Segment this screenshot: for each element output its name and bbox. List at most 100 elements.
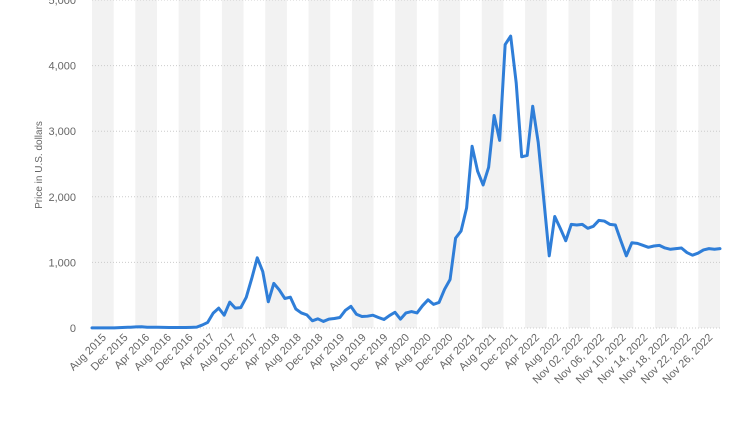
data-point xyxy=(514,81,518,84)
data-point xyxy=(399,317,402,321)
data-point xyxy=(410,310,413,313)
data-point xyxy=(702,248,705,252)
y-tick-label: 4,000 xyxy=(48,61,76,73)
data-point xyxy=(680,246,683,250)
y-tick-label: 3,000 xyxy=(48,126,76,138)
data-point xyxy=(371,314,375,317)
background-bands xyxy=(92,0,720,328)
background-band xyxy=(525,0,547,328)
data-point xyxy=(548,254,551,258)
background-band xyxy=(178,0,201,328)
data-point xyxy=(625,254,628,258)
data-point xyxy=(206,321,209,324)
background-band xyxy=(92,0,114,328)
y-tick-label: 0 xyxy=(70,323,76,335)
data-point xyxy=(316,317,320,321)
data-point xyxy=(294,307,298,311)
y-tick-label: 5,000 xyxy=(48,0,76,7)
data-point xyxy=(333,317,336,320)
data-point xyxy=(151,326,154,329)
data-point xyxy=(360,315,364,318)
data-point xyxy=(498,139,501,142)
data-point xyxy=(96,326,99,330)
data-point xyxy=(592,225,595,228)
data-point xyxy=(707,247,711,250)
y-tick-label: 1,000 xyxy=(48,257,76,269)
data-point xyxy=(586,227,589,230)
background-band xyxy=(568,0,591,328)
data-point xyxy=(437,301,441,304)
data-point xyxy=(322,320,325,323)
data-point xyxy=(366,314,369,318)
data-point xyxy=(553,215,556,218)
data-point xyxy=(658,244,661,247)
data-point xyxy=(426,298,430,301)
data-point xyxy=(178,326,182,329)
data-point xyxy=(195,325,198,329)
data-point xyxy=(503,43,507,46)
data-point xyxy=(641,244,645,247)
data-point xyxy=(167,326,171,329)
data-point xyxy=(597,219,601,222)
y-tick-label: 2,000 xyxy=(48,192,76,204)
data-point xyxy=(454,236,457,240)
data-point xyxy=(278,288,281,292)
background-band xyxy=(308,0,331,328)
background-band xyxy=(655,0,677,328)
data-point xyxy=(327,317,331,321)
data-point xyxy=(603,219,606,223)
background-band xyxy=(221,0,244,328)
data-point xyxy=(531,105,534,108)
data-point xyxy=(305,313,309,317)
data-point xyxy=(234,306,237,310)
data-point xyxy=(300,311,303,315)
background-band xyxy=(698,0,720,328)
data-point xyxy=(223,313,226,317)
data-point xyxy=(311,319,314,322)
series-group xyxy=(90,34,722,330)
data-point xyxy=(696,252,700,255)
background-band xyxy=(265,0,287,328)
data-point xyxy=(101,326,105,330)
data-point xyxy=(272,282,275,285)
data-point xyxy=(239,306,242,309)
data-point xyxy=(338,316,342,319)
data-point xyxy=(630,241,634,244)
background-band xyxy=(611,0,634,328)
data-point xyxy=(393,311,397,314)
data-point xyxy=(685,251,689,254)
data-point xyxy=(107,326,110,330)
data-point xyxy=(112,326,116,330)
data-point xyxy=(520,155,523,158)
data-point xyxy=(184,326,187,329)
data-point xyxy=(619,239,623,242)
data-point xyxy=(559,227,562,230)
data-point xyxy=(713,248,716,251)
data-point xyxy=(250,277,253,280)
data-point xyxy=(448,278,452,281)
data-point xyxy=(718,247,722,250)
background-band xyxy=(351,0,374,328)
data-point xyxy=(283,297,287,300)
data-point xyxy=(118,326,121,329)
data-point xyxy=(289,295,292,299)
background-band xyxy=(395,0,417,328)
data-point xyxy=(256,256,259,260)
data-point xyxy=(525,154,529,157)
data-point xyxy=(388,314,391,317)
data-point xyxy=(691,253,694,257)
data-point xyxy=(404,311,408,315)
background-band xyxy=(135,0,157,328)
data-point xyxy=(674,247,678,250)
data-point xyxy=(173,326,176,329)
data-point xyxy=(669,248,672,251)
data-point xyxy=(123,326,127,329)
data-point xyxy=(156,326,160,329)
data-point xyxy=(465,206,468,210)
data-point xyxy=(581,223,584,226)
data-point xyxy=(476,170,479,173)
data-point xyxy=(134,325,138,329)
data-point xyxy=(261,270,264,273)
